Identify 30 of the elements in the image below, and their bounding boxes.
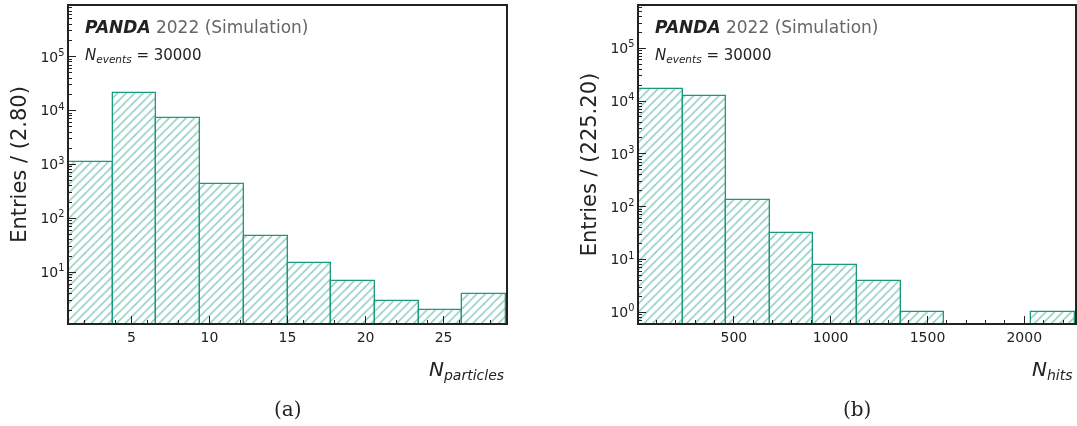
x-tick-label: 1000 — [812, 328, 849, 345]
y-axis-title: Entries / (225.20) — [577, 72, 602, 257]
annotation: N$_{events}$ = 30000 — [85, 46, 202, 66]
y-tick-label: 10$^{2}$ — [40, 208, 65, 227]
annotation: PANDA 2022 (Simulation) — [655, 17, 879, 37]
x-tick-label: 20 — [356, 328, 375, 345]
x-tick-label: 1500 — [909, 328, 946, 345]
annotation: PANDA 2022 (Simulation) — [85, 17, 309, 37]
y-tick-label: 10$^{4}$ — [610, 91, 635, 109]
x-tick-label: 2000 — [1006, 328, 1043, 345]
y-axis-title: Entries / (2.80) — [7, 86, 32, 243]
y-tick-label: 10$^{5}$ — [40, 46, 65, 65]
y-tick-label: 10$^{4}$ — [40, 100, 65, 119]
x-tick-label: 25 — [434, 328, 453, 345]
y-tick-label: 10$^{5}$ — [610, 38, 635, 57]
annotation: N$_{events}$ = 30000 — [655, 46, 772, 66]
x-tick-label: 5 — [126, 328, 136, 345]
y-tick-label: 10$^{3}$ — [40, 154, 65, 173]
x-axis-title: N$_{hits}$ — [1032, 357, 1073, 384]
x-tick-label: 500 — [720, 328, 748, 345]
text: (b) — [843, 397, 872, 421]
y-tick-label: 10$^{3}$ — [610, 143, 635, 162]
x-axis-title: N$_{particles}$ — [429, 357, 505, 384]
y-tick-label: 10$^{0}$ — [610, 302, 635, 321]
y-tick-label: 10$^{2}$ — [610, 196, 635, 215]
y-tick-label: 10$^{1}$ — [610, 249, 635, 268]
text: (a) — [274, 397, 302, 421]
y-tick-label: 10$^{1}$ — [40, 262, 65, 281]
x-tick-label: 10 — [200, 328, 219, 345]
x-tick-label: 15 — [278, 328, 297, 345]
